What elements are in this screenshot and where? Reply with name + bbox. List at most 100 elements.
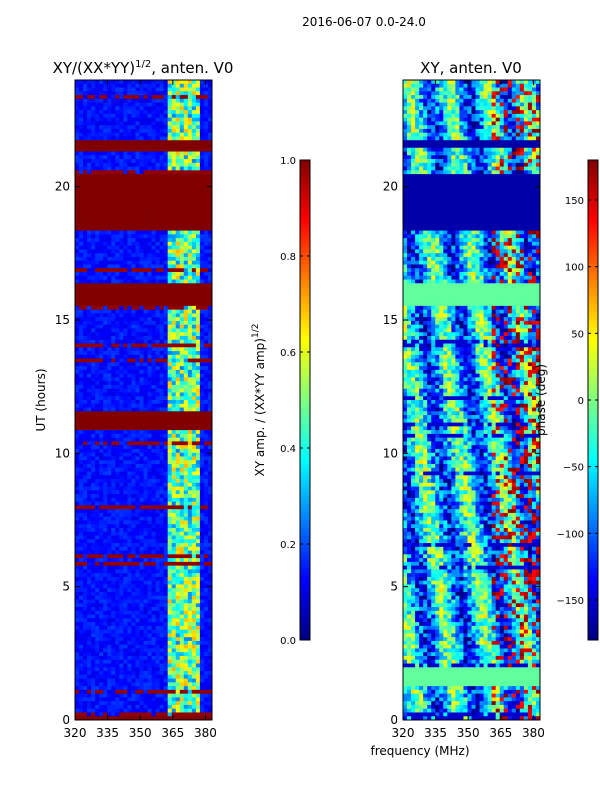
heatmap-cell bbox=[203, 162, 209, 167]
heatmap-cell bbox=[79, 328, 84, 333]
heatmap-cell bbox=[119, 392, 124, 397]
heatmap-cell bbox=[83, 573, 88, 578]
heatmap-row bbox=[75, 234, 213, 239]
heatmap-cell bbox=[75, 80, 80, 85]
heatmap-cell bbox=[99, 140, 104, 145]
heatmap-cell bbox=[99, 441, 104, 446]
heatmap-cell bbox=[199, 509, 205, 514]
heatmap-cell bbox=[123, 415, 128, 420]
heatmap-cell bbox=[75, 452, 80, 457]
heatmap-cell bbox=[147, 125, 152, 130]
heatmap-cell bbox=[95, 460, 100, 465]
heatmap-cell bbox=[179, 351, 185, 356]
heatmap-cell bbox=[191, 403, 197, 408]
heatmap-cell bbox=[199, 554, 205, 559]
heatmap-cell bbox=[183, 83, 189, 88]
heatmap-cell bbox=[159, 241, 165, 247]
heatmap-cell bbox=[163, 388, 169, 393]
heatmap-cell bbox=[155, 185, 161, 190]
heatmap-cell bbox=[191, 219, 197, 224]
heatmap-cell bbox=[179, 520, 185, 525]
heatmap-row bbox=[75, 539, 213, 544]
heatmap-cell bbox=[91, 279, 96, 284]
heatmap-cell bbox=[207, 200, 213, 205]
heatmap-cell bbox=[99, 347, 104, 352]
heatmap-cell bbox=[199, 317, 205, 322]
heatmap-cell bbox=[135, 384, 140, 390]
heatmap-cell bbox=[183, 509, 189, 514]
heatmap-cell bbox=[187, 162, 193, 167]
heatmap-cell bbox=[179, 102, 185, 107]
heatmap-cell bbox=[83, 467, 88, 472]
heatmap-cell bbox=[123, 290, 128, 295]
heatmap-cell bbox=[103, 238, 108, 243]
heatmap-cell bbox=[151, 260, 156, 265]
heatmap-cell bbox=[147, 588, 152, 593]
heatmap-cell bbox=[167, 238, 173, 243]
heatmap-row bbox=[75, 283, 213, 288]
heatmap-cell bbox=[183, 531, 189, 536]
heatmap-cell bbox=[187, 531, 193, 536]
heatmap-cell bbox=[171, 426, 177, 431]
heatmap-cell bbox=[87, 475, 92, 480]
heatmap-cell bbox=[175, 584, 181, 589]
heatmap-cell bbox=[119, 569, 124, 574]
heatmap-cell bbox=[207, 95, 213, 100]
heatmap-cell bbox=[83, 576, 88, 582]
heatmap-cell bbox=[203, 497, 209, 503]
heatmap-cell bbox=[179, 113, 185, 119]
heatmap-cell bbox=[195, 249, 201, 254]
heatmap-cell bbox=[187, 415, 193, 420]
heatmap-cell bbox=[159, 287, 165, 292]
heatmap-cell bbox=[75, 558, 80, 563]
heatmap-cell bbox=[195, 155, 201, 160]
heatmap-cell bbox=[123, 339, 128, 344]
heatmap-cell bbox=[167, 354, 173, 359]
heatmap-cell bbox=[195, 298, 201, 303]
heatmap-cell bbox=[75, 256, 80, 262]
heatmap-cell bbox=[123, 430, 128, 435]
heatmap-cell bbox=[87, 305, 92, 311]
heatmap-cell bbox=[187, 106, 193, 111]
heatmap-cell bbox=[99, 298, 104, 303]
heatmap-cell bbox=[119, 208, 124, 213]
heatmap-cell bbox=[159, 313, 165, 318]
heatmap-cell bbox=[103, 358, 108, 363]
heatmap-cell bbox=[91, 226, 96, 231]
heatmap-cell bbox=[79, 332, 84, 337]
heatmap-cell bbox=[111, 392, 116, 397]
heatmap-cell bbox=[119, 358, 124, 363]
heatmap-cell bbox=[155, 106, 161, 111]
heatmap-cell bbox=[143, 113, 148, 119]
heatmap-cell bbox=[95, 91, 100, 96]
heatmap-cell bbox=[159, 98, 165, 103]
heatmap-cell bbox=[183, 102, 189, 107]
heatmap-cell bbox=[195, 83, 201, 88]
heatmap-cell bbox=[163, 234, 169, 239]
heatmap-cell bbox=[203, 313, 209, 318]
heatmap-cell bbox=[155, 226, 161, 231]
heatmap-cell bbox=[187, 95, 193, 100]
heatmap-cell bbox=[83, 448, 88, 454]
heatmap-cell bbox=[83, 200, 88, 205]
heatmap-cell bbox=[183, 535, 189, 540]
heatmap-cell bbox=[167, 87, 173, 92]
heatmap-cell bbox=[91, 125, 96, 130]
heatmap-cell bbox=[131, 497, 136, 503]
heatmap-cell bbox=[95, 230, 100, 235]
heatmap-cell bbox=[115, 328, 120, 333]
heatmap-cell bbox=[187, 226, 193, 231]
heatmap-cell bbox=[107, 110, 112, 115]
heatmap-cell bbox=[195, 384, 201, 390]
heatmap-cell bbox=[139, 317, 144, 322]
heatmap-cell bbox=[75, 219, 80, 224]
heatmap-cell bbox=[91, 396, 96, 401]
heatmap-cell bbox=[155, 136, 161, 141]
heatmap-cell bbox=[131, 294, 136, 299]
heatmap-cell bbox=[99, 177, 104, 183]
heatmap-cell bbox=[115, 140, 120, 145]
heatmap-cell bbox=[75, 87, 80, 92]
heatmap-cell bbox=[187, 467, 193, 472]
heatmap-cell bbox=[159, 185, 165, 190]
heatmap-cell bbox=[155, 520, 161, 525]
